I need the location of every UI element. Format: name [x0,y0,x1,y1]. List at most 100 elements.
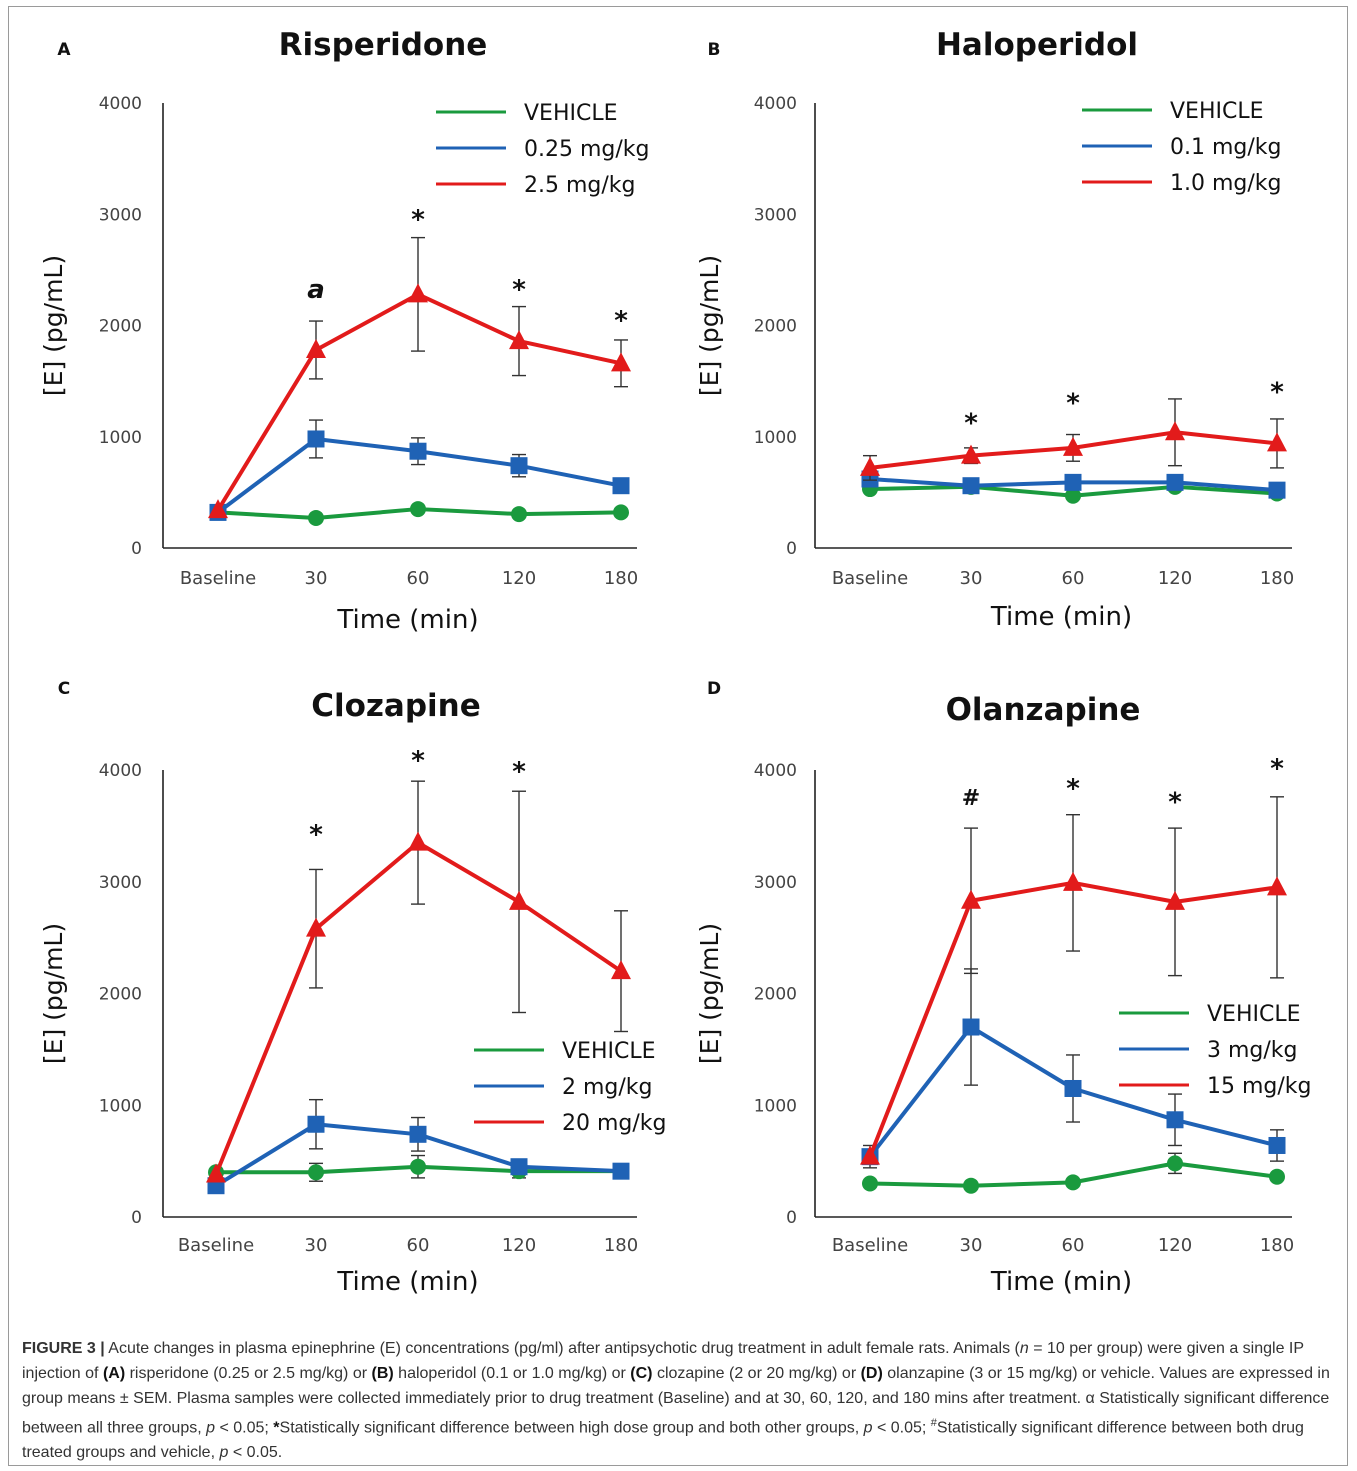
legend-label: VEHICLE [562,1039,656,1064]
caption-text: < 0.05; [872,1419,931,1437]
data-point [409,1125,427,1143]
chart-title: Clozapine [311,688,481,724]
caption-text: < 0.05; [215,1419,274,1437]
x-tick-label: Baseline [832,568,908,589]
data-point [1165,890,1185,910]
data-point [962,1018,980,1036]
data-point [306,917,326,937]
legend: VEHICLE 0.1 mg/kg 1.0 mg/kg [1082,99,1282,196]
caption-text: haloperidol (0.1 or 1.0 mg/kg) or [393,1365,631,1382]
figure-frame [8,6,1348,1466]
caption-text: (C) [630,1365,653,1382]
data-point [206,1163,226,1183]
data-point [408,283,428,303]
caption-figure-label: FIGURE 3 | [22,1340,105,1357]
series-vehicle [210,501,629,526]
data-point [509,890,529,910]
x-tick-label: 180 [604,568,638,589]
caption-text: clozapine (2 or 20 mg/kg) or [652,1365,861,1382]
data-point [613,504,629,521]
legend: VEHICLE 2 mg/kg 20 mg/kg [474,1039,667,1136]
y-axis-title: [E] (pg/mL) [695,923,724,1064]
x-tick-label: 60 [407,568,430,589]
panel-letter: A [57,40,71,60]
data-point [410,501,426,518]
data-point [862,1175,878,1192]
series-2-5-mg-kg [208,236,631,519]
legend-label: 0.1 mg/kg [1170,135,1282,160]
significance-mark: * [1066,388,1080,418]
data-point [961,444,981,464]
series-vehicle [862,1152,1285,1194]
data-point [1267,876,1287,896]
x-tick-label: 180 [1260,1235,1294,1256]
data-point [509,330,529,350]
caption-text: (A) [102,1365,126,1382]
legend-label: 20 mg/kg [562,1111,667,1136]
chart-panel-a: A Risperidone 0 1000 2000 3000 4000 Baseline 30 6… [39,27,650,635]
significance-mark: * [1270,377,1284,407]
data-point [306,338,326,358]
legend-label: 3 mg/kg [1207,1038,1298,1063]
chart-title: Haloperidol [936,27,1138,63]
caption-text: risperidone (0.25 or 2.5 mg/kg) or [125,1365,372,1382]
data-point [511,506,527,523]
data-point [611,960,631,980]
figure-caption: FIGURE 3 | Acute changes in plasma epine… [22,1336,1344,1465]
legend-label: VEHICLE [1207,1002,1301,1027]
caption-text: * [273,1419,280,1437]
x-tick-label: 60 [1062,1235,1085,1256]
data-point [612,477,630,495]
chart-panel-c: C Clozapine 0 1000 2000 3000 4000 Baseline 30 60 1… [39,679,667,1297]
y-tick-label: 0 [786,1208,797,1228]
series-line [216,292,622,512]
y-tick-label: 4000 [99,761,142,781]
caption-text: (D) [860,1365,883,1382]
panel-letter: C [58,679,70,699]
data-point [1268,1136,1286,1154]
significance-mark: * [1066,774,1080,804]
data-point [612,1162,630,1180]
data-point [1269,1168,1285,1185]
data-point [1267,432,1287,452]
data-point [409,442,427,460]
chart-panel-d: D Olanzapine 0 1000 2000 3000 4000 Baseline 30 60… [695,679,1312,1297]
series-20-mg-kg [206,780,631,1183]
data-point [1065,487,1081,504]
legend-label: 0.25 mg/kg [524,137,650,162]
x-tick-label: 120 [1158,568,1192,589]
y-axis-title: [E] (pg/mL) [39,255,68,396]
y-tick-label: 2000 [754,985,797,1005]
significance-mark: * [512,275,526,305]
x-axis-title: Time (min) [336,1267,478,1297]
x-tick-label: 60 [1062,568,1085,589]
y-tick-label: 1000 [754,428,797,448]
x-axis-title: Time (min) [990,602,1132,632]
y-tick-label: 1000 [99,1096,142,1116]
data-point [1165,421,1185,441]
y-tick-label: 3000 [99,873,142,893]
significance-mark: * [1270,754,1284,784]
panel-letter: D [707,679,721,699]
significance-mark: * [512,757,526,787]
data-point [1166,1111,1184,1129]
data-point [510,457,528,475]
data-point [308,509,324,526]
data-point [307,1115,325,1133]
panel-letter: B [708,40,721,60]
caption-text: n [1019,1340,1029,1357]
data-point [963,1177,979,1194]
caption-text: p [219,1444,229,1462]
chart-panel-b: B Haloperidol 0 1000 2000 3000 4000 Baseline 30 6… [695,27,1294,632]
data-point [410,1158,426,1175]
x-tick-label: 180 [604,1235,638,1256]
x-tick-label: 120 [502,568,536,589]
caption-text: # [930,1417,937,1429]
legend-label: VEHICLE [1170,99,1264,124]
y-tick-label: 4000 [754,94,797,114]
legend-label: VEHICLE [524,101,618,126]
y-tick-label: 4000 [99,94,142,114]
significance-mark: # [962,786,980,811]
x-tick-label: 120 [502,1235,536,1256]
